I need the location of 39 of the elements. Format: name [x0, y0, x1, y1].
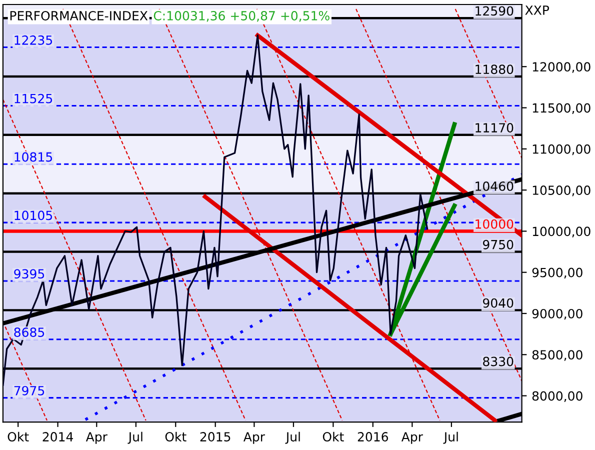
- ref-line-label: 11880: [476, 64, 514, 74]
- ref-line-label: 9040: [483, 298, 514, 308]
- ref-line-label: 10000: [476, 219, 514, 229]
- y-tick-label: 11500,00: [532, 103, 590, 114]
- ref-line-label: 12235: [14, 35, 52, 45]
- ref-line-label: 9395: [14, 269, 44, 279]
- y-tick-label: 12000,00: [532, 62, 590, 73]
- ref-line-label: 7975: [14, 386, 44, 396]
- ref-line-label: 11170: [476, 123, 514, 132]
- ref-line-label: 9750: [483, 240, 514, 250]
- ref-line-label: 10815: [14, 152, 52, 162]
- ref-line-label: 10105: [14, 210, 52, 220]
- x-tick-label: Jul: [285, 432, 300, 444]
- y-tick-label: 8500,00: [532, 350, 582, 361]
- y-tick-label: 9000,00: [532, 308, 582, 320]
- x-tick-label: 2014: [42, 432, 73, 442]
- y-tick-label: 9500,00: [532, 268, 582, 279]
- y-tick-label: 11000,00: [532, 144, 590, 156]
- chart-title: PERFORMANCE-INDEX: [10, 10, 148, 20]
- x-tick-label: Okt: [322, 432, 344, 442]
- ref-line-label: 12590: [476, 6, 514, 16]
- x-tick-label: 2015: [200, 432, 230, 442]
- y-axis-title: XXP: [525, 6, 550, 15]
- x-tick-label: Apr: [86, 432, 108, 444]
- x-tick-label: Okt: [8, 432, 29, 442]
- y-tick-label: 10500,00: [532, 186, 590, 196]
- ref-line-label: 10460: [476, 181, 514, 191]
- ref-line-label: 11525: [14, 94, 52, 104]
- ref-line-label: 8685: [14, 328, 44, 337]
- x-tick-label: Jul: [128, 432, 142, 444]
- x-tick-label: Okt: [165, 432, 186, 442]
- y-tick-label: 8000,00: [532, 391, 582, 402]
- x-tick-label: Apr: [401, 432, 423, 444]
- x-tick-label: Jul: [443, 432, 458, 444]
- ref-line-label: 8330: [483, 356, 514, 366]
- x-tick-label: 2016: [358, 432, 388, 442]
- chart-subtitle: C:10031,36 +50,87 +0,51%: [154, 10, 330, 22]
- x-tick-label: Apr: [243, 432, 266, 444]
- y-tick-label: 10000,00: [532, 226, 590, 238]
